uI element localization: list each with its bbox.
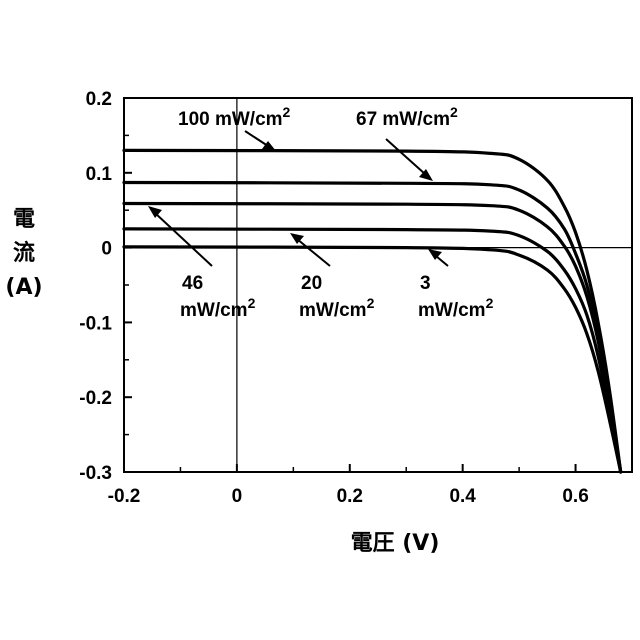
label-20mw: 20 [301,273,322,294]
arrow-3 [435,255,449,267]
arrow-67-head [419,169,433,181]
annotation-arrows [148,130,449,267]
label-3mw: 3 [420,273,431,294]
arrow-100 [244,130,269,147]
series-line-0 [122,148,623,474]
y-tick-label: -0.2 [79,388,112,409]
arrow-20 [296,238,331,267]
label-67mw: 67 mW/cm2 [356,104,458,130]
series-line-3 [122,227,623,474]
x-tick-label: -0.2 [108,486,141,507]
x-tick-label: 0.2 [337,486,363,507]
y-tick-label: 0 [101,239,112,260]
label-46mw-unit: mW/cm2 [180,295,256,321]
iv-curves [122,148,623,474]
y-axis-title-char-2: 流 [13,240,35,266]
label-20mw-unit: mW/cm2 [299,295,375,321]
arrow-67 [385,138,426,175]
y-axis-title-char-3: (A) [5,275,42,300]
series-line-2 [122,201,623,474]
arrow-20-head [290,233,304,244]
label-3mw-unit: mW/cm2 [418,295,494,321]
label-100mw: 100 mW/cm2 [178,104,291,130]
arrow-3-head [428,249,442,260]
y-tick-label: -0.1 [79,313,112,334]
x-axis-title: 電圧 (V) [351,531,440,556]
y-axis-ticks: 0.2 0.1 0 -0.1 -0.2 -0.3 [79,89,132,484]
y-tick-label: -0.3 [79,463,112,484]
y-tick-label: 0.2 [86,89,112,110]
arrow-100-head [262,141,276,151]
x-axis-ticks: -0.2 0 0.2 0.4 0.6 [108,464,633,507]
label-46mw: 46 [182,273,203,294]
y-axis-title-char-1: 電 [13,207,35,232]
x-tick-label: 0.4 [449,486,476,507]
y-tick-label: 0.1 [86,164,113,185]
arrow-46 [154,212,213,267]
series-line-4 [122,245,623,474]
arrow-46-head [148,206,162,218]
x-tick-label: 0 [232,486,243,507]
x-tick-label: 0.6 [562,486,588,507]
